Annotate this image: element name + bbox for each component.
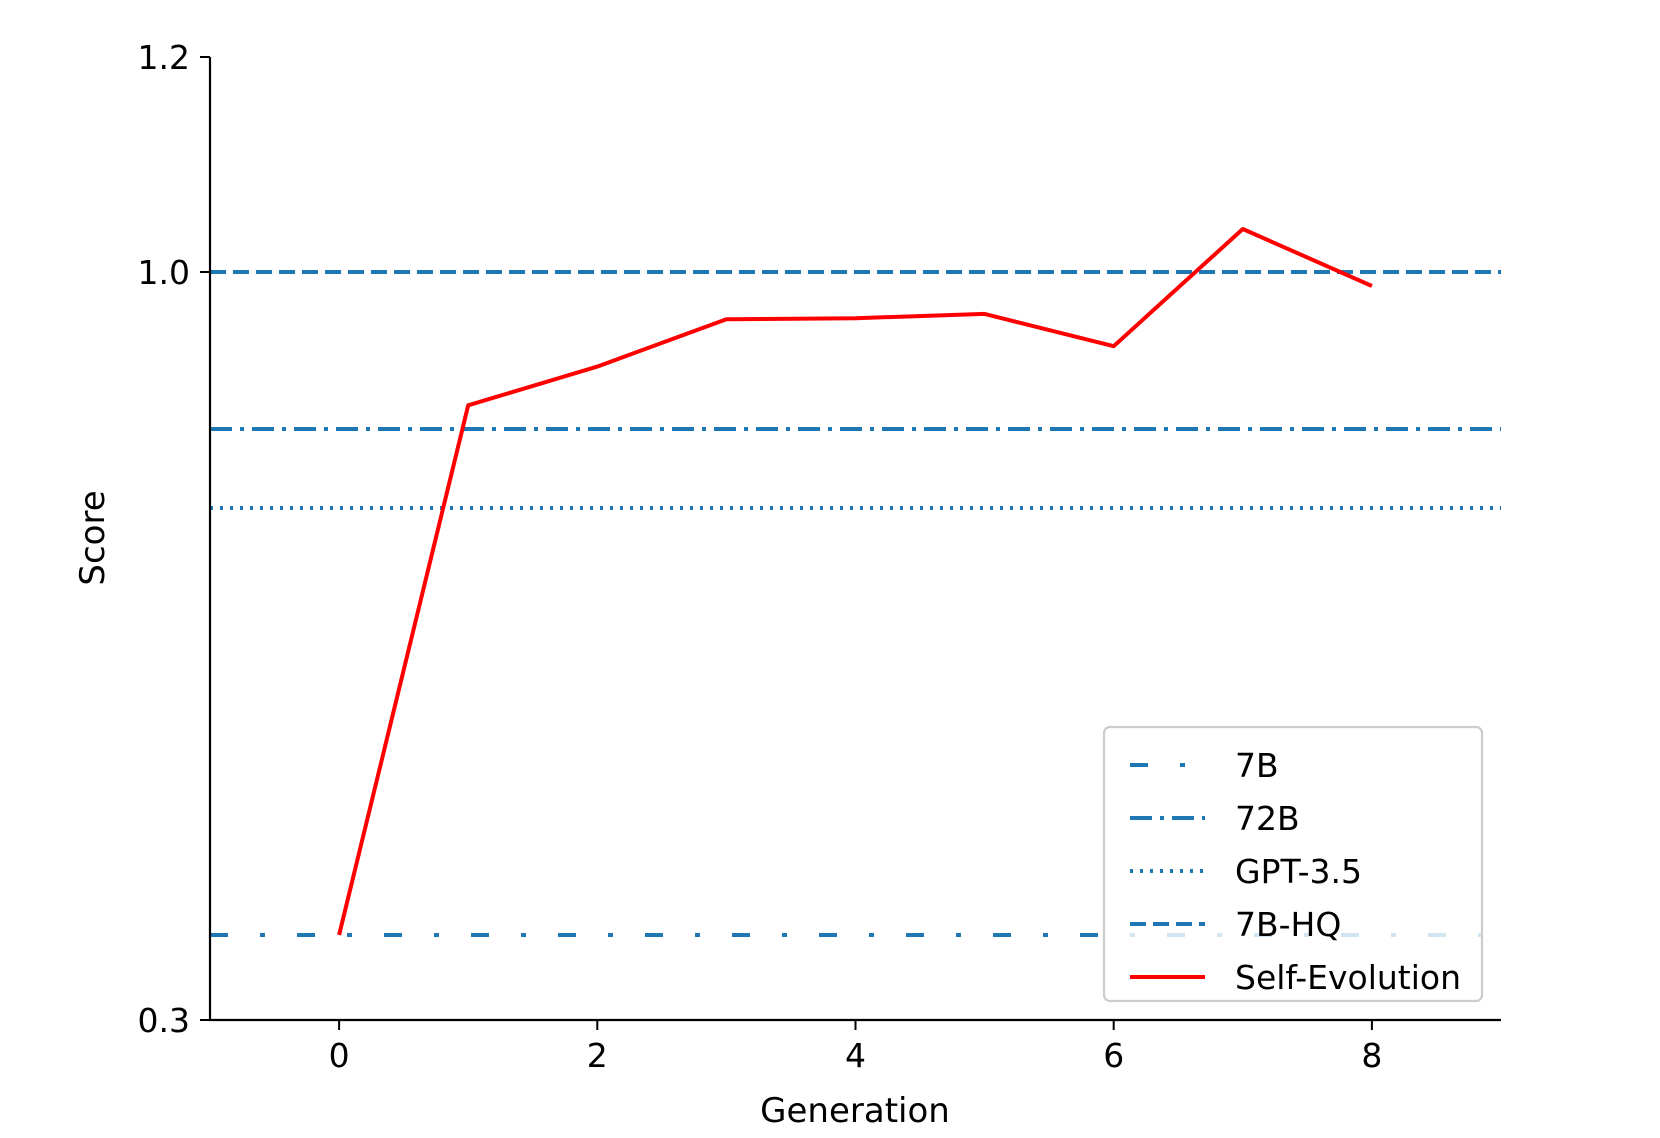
x-tick-label: 0 [329,1036,350,1075]
x-ticks: 0 2 4 6 8 [329,1020,1382,1075]
legend-label-72b: 72B [1235,799,1300,838]
x-tick-label: 2 [587,1036,608,1075]
x-tick-label: 8 [1361,1036,1382,1075]
legend: 7B 72B GPT-3.5 7B-HQ Self-Evolution [1102,725,1484,1003]
y-tick-label: 1.2 [138,38,190,77]
legend-label-7b: 7B [1235,746,1279,785]
x-tick-label: 6 [1103,1036,1124,1075]
x-tick-label: 4 [845,1036,866,1075]
y-tick-label: 0.3 [138,1001,190,1040]
x-axis-label: Generation [760,1091,950,1131]
series-layer [337,227,1373,936]
legend-label-self-evolution: Self-Evolution [1235,958,1461,997]
legend-label-7b-hq: 7B-HQ [1235,905,1341,944]
legend-box [1102,725,1484,1003]
legend-label-gpt-3-5: GPT-3.5 [1235,852,1362,891]
y-ticks: 0.3 1.0 1.2 [138,38,210,1040]
y-axis-label: Score [73,490,113,585]
y-tick-label: 1.0 [138,253,190,292]
series-line-self-evolution [337,227,1373,936]
reference-lines [210,270,1501,937]
